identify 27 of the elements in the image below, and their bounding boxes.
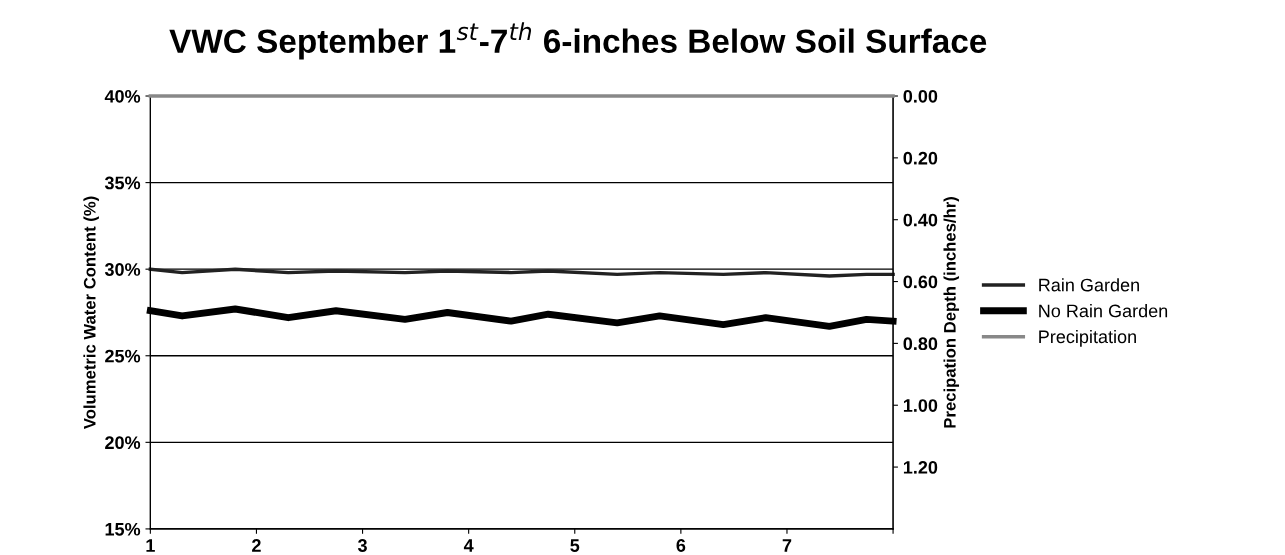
y2-axis-title: Precipation Depth (inches/hr) — [943, 197, 960, 428]
x-tick-label: 1 — [146, 539, 155, 552]
x-tick-label: 2 — [252, 539, 261, 552]
legend-label: Precipitation — [1039, 329, 1136, 347]
y-tick-label: 15% — [105, 522, 141, 536]
y2-tick-label: 0.80 — [903, 337, 938, 351]
y-tick-label: 35% — [104, 176, 141, 190]
x-tick-label: 3 — [357, 539, 367, 552]
y2-tick-label: 0.40 — [903, 213, 938, 227]
y2-tick-label: 0.20 — [903, 151, 938, 165]
x-tick-label: 5 — [570, 539, 580, 552]
y-tick-label: 40% — [104, 89, 141, 103]
y-axis-title: Volumetric Water Content (%) — [83, 196, 99, 430]
chart-title: VWC September 1$^{st}$-7$^{th}$ 6-inches Below Soil Surface — [169, 22, 987, 60]
x-tick-label: 7 — [782, 539, 792, 552]
x-tick-label: 6 — [676, 539, 686, 552]
legend-label: Rain Garden — [1039, 278, 1139, 292]
y-tick-label: 20% — [105, 436, 141, 450]
y-tick-label: 25% — [105, 349, 141, 363]
legend-label: No Rain Garden — [1039, 304, 1168, 318]
x-tick-label: 4 — [463, 539, 474, 552]
y2-tick-label: 0.00 — [903, 89, 938, 103]
y2-tick-label: 1.20 — [903, 461, 938, 474]
y2-tick-label: 0.60 — [903, 275, 938, 289]
y-tick-label: 30% — [104, 263, 141, 276]
y2-tick-label: 1.00 — [903, 399, 938, 412]
line-series — [148, 267, 895, 278]
